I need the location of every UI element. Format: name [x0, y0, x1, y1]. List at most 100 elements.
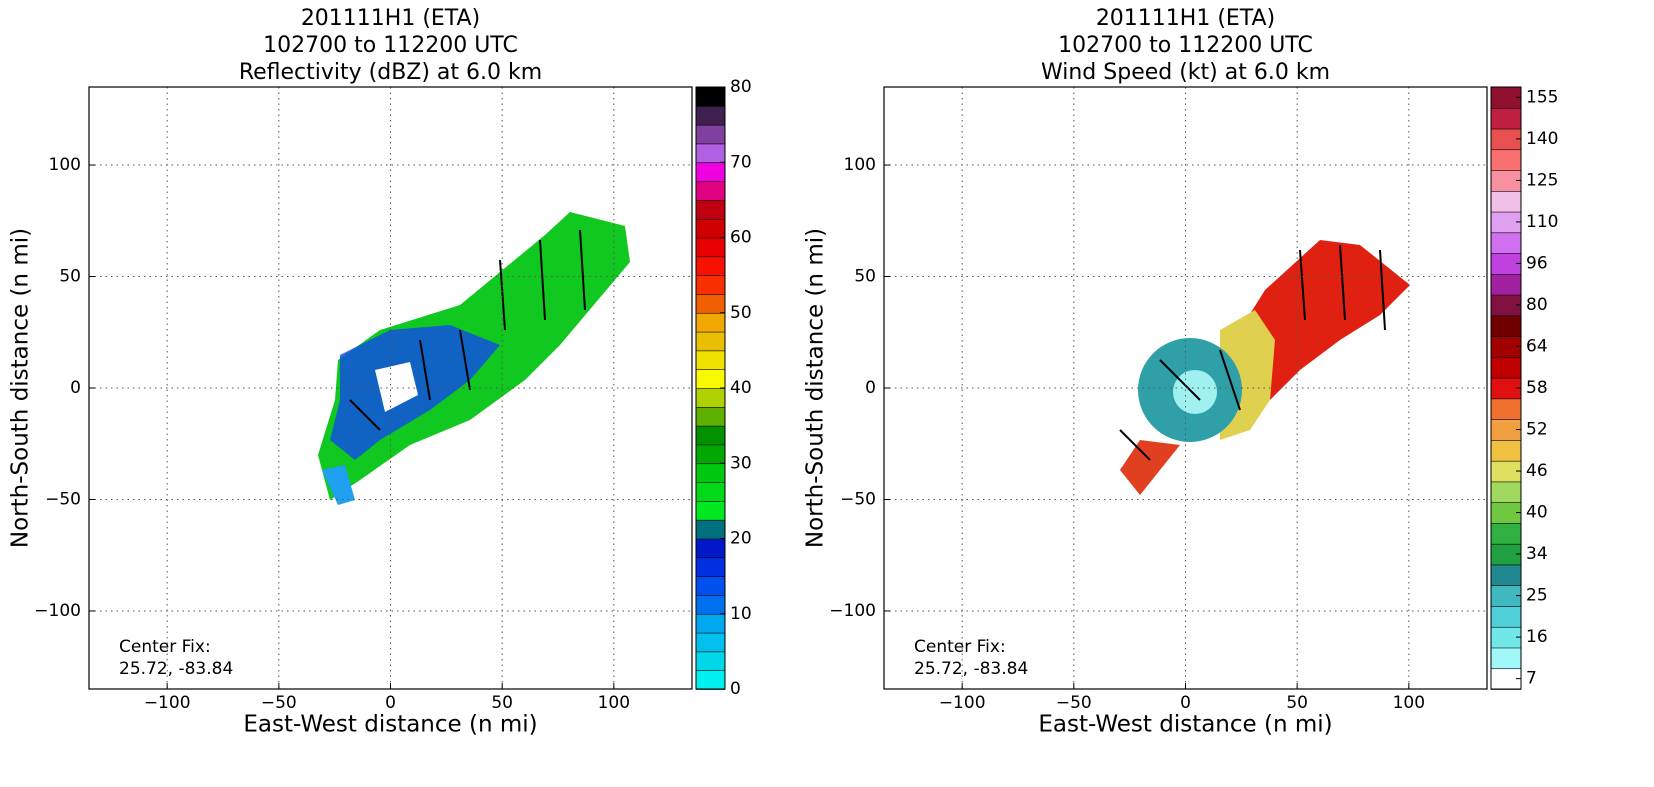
colorbar-band: [695, 218, 726, 239]
x-tick-label: −50: [1056, 693, 1092, 713]
colorbar-band: [695, 350, 726, 370]
colorbar-tick-label: 80: [730, 77, 752, 97]
colorbar-tick-label: 155: [1526, 87, 1558, 107]
colorbar-band: [695, 274, 726, 295]
colorbar-band: [695, 557, 726, 577]
colorbar-tick-label: 52: [1526, 420, 1548, 440]
colorbar-tick-label: 96: [1526, 253, 1548, 273]
colorbar-tick-label: 40: [1526, 503, 1548, 523]
y-tick-label: −50: [45, 489, 81, 509]
x-axis-label: East-West distance (n mi): [1038, 712, 1332, 738]
colorbar-band: [1490, 356, 1522, 379]
colorbar-band: [1490, 232, 1522, 254]
x-tick-label: 0: [1180, 693, 1191, 713]
colorbar-tick-label: 34: [1526, 544, 1548, 564]
y-tick-label: 0: [865, 378, 876, 398]
x-axis-label: East-West distance (n mi): [243, 712, 537, 738]
y-tick-label: −100: [829, 601, 876, 621]
colorbar-tick-label: 80: [1526, 295, 1548, 315]
plot-frame: [88, 86, 693, 690]
colorbar-tick-label: 0: [730, 679, 741, 699]
chart-title: 102700 to 112200 UTC: [1058, 33, 1313, 58]
colorbar-band: [695, 406, 726, 427]
colorbar-band: [695, 538, 726, 559]
colorbar-band: [1490, 522, 1522, 545]
colorbar-band: [1490, 439, 1522, 462]
annotation: Center Fix:: [914, 637, 1006, 657]
x-tick-label: −50: [261, 693, 297, 713]
wind-barbs: [349, 229, 1386, 461]
annotation: 25.72, -83.84: [914, 659, 1028, 679]
y-tick-label: 50: [59, 267, 81, 287]
colorbar-band: [695, 462, 726, 483]
colorbar-band: [695, 387, 726, 408]
colorbar-band: [695, 613, 726, 634]
x-tick-label: 0: [385, 693, 396, 713]
plot-frame: [883, 86, 1488, 690]
colorbar-band: [695, 161, 726, 182]
colorbar-tick-label: 30: [730, 453, 752, 473]
colorbar-tick-label: 20: [730, 529, 752, 549]
x-tick-label: 100: [1393, 693, 1425, 713]
colorbar-band: [1490, 564, 1522, 587]
y-tick-label: −50: [840, 489, 876, 509]
colorbar-band: [695, 519, 726, 540]
x-tick-label: −100: [144, 693, 191, 713]
colorbar-band: [695, 331, 726, 352]
colorbar-tick-label: 50: [730, 303, 752, 323]
colorbar-tick-label: 40: [730, 378, 752, 398]
colorbar-tick-label: 25: [1526, 586, 1548, 606]
chart-title: Wind Speed (kt) at 6.0 km: [1041, 60, 1330, 85]
chart-title: 201111H1 (ETA): [1096, 6, 1275, 31]
colorbar-band: [1490, 190, 1522, 213]
colorbar-band: [695, 256, 726, 276]
field-left: [318, 212, 630, 505]
colorbar-band: [695, 500, 726, 521]
y-tick-label: −100: [34, 601, 81, 621]
colorbar-band: [1490, 273, 1522, 296]
annotation: Center Fix:: [119, 637, 211, 657]
colorbar-band: [695, 143, 726, 164]
colorbar-band: [695, 669, 726, 690]
colorbar-tick-label: 64: [1526, 336, 1548, 356]
field-right: [1120, 240, 1410, 495]
colorbar-band: [695, 312, 726, 333]
colorbar-tick-label: 7: [1526, 669, 1537, 689]
colorbar-band: [695, 368, 726, 389]
colorbar-band: [695, 237, 726, 258]
colorbar-band: [1490, 398, 1522, 420]
colorbar-band: [695, 575, 726, 596]
colorbar-band: [1490, 605, 1522, 628]
x-tick-label: −100: [939, 693, 986, 713]
colorbar-band: [1490, 148, 1522, 171]
colorbar-band: [695, 594, 726, 615]
x-tick-label: 100: [598, 693, 630, 713]
colorbar-tick-label: 110: [1526, 212, 1558, 232]
colorbar-band: [695, 293, 726, 314]
colorbar-tick-label: 10: [730, 604, 752, 624]
chart-title: 102700 to 112200 UTC: [263, 33, 518, 58]
y-axis-label: North-South distance (n mi): [8, 228, 34, 548]
colorbar-tick-label: 140: [1526, 129, 1558, 149]
colorbar-band: [695, 124, 726, 145]
colorbar-tick-label: 60: [730, 228, 752, 248]
colorbar-band: [695, 444, 726, 465]
colorbar-band: [695, 86, 726, 107]
x-tick-label: 50: [1286, 693, 1308, 713]
colorbar-band: [695, 425, 726, 446]
colorbar-tick-label: 58: [1526, 378, 1548, 398]
colorbar-band: [695, 199, 726, 220]
colorbar-tick-label: 125: [1526, 170, 1558, 190]
x-tick-label: 50: [491, 693, 513, 713]
y-tick-label: 50: [854, 267, 876, 287]
colorbar-band: [1490, 481, 1522, 503]
colorbar-band: [1490, 315, 1522, 337]
colorbar-band: [695, 105, 726, 126]
colorbar-band: [695, 481, 726, 502]
colorbar-tick-label: 70: [730, 152, 752, 172]
colorbar-band: [695, 180, 726, 201]
y-tick-label: 0: [70, 378, 81, 398]
colorbar-band: [1490, 647, 1522, 670]
chart-title: Reflectivity (dBZ) at 6.0 km: [239, 60, 542, 85]
